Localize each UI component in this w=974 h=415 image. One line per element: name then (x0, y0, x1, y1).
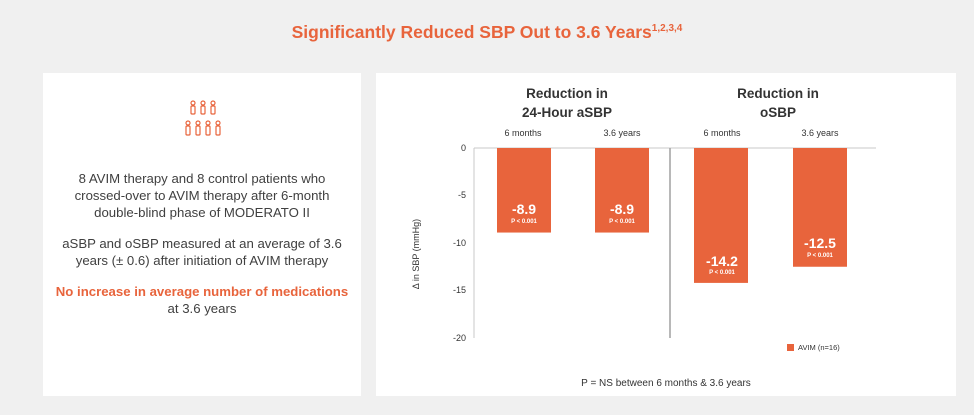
summary-paragraph-patients: 8 AVIM therapy and 8 control patients wh… (74, 171, 330, 220)
chart-panel: Reduction in 24-Hour aSBP Reduction in oSB… (376, 73, 956, 396)
group-header-asbp: Reduction in 24-Hour aSBP (482, 84, 652, 122)
y-axis-label: Δ in SBP (mmHg) (411, 218, 421, 290)
legend-swatch (787, 344, 794, 351)
medications-rest: at 3.6 years (167, 301, 237, 316)
bar-osbp-6mo (694, 148, 748, 283)
y-tick-label: -15 (452, 285, 466, 295)
bar-p-label-osbp-6mo: P < 0.001 (709, 270, 735, 276)
bar-value-label-osbp-6mo: -14.2 (706, 253, 738, 269)
y-tick-label: 0 (460, 143, 466, 153)
group-header-asbp-line2: 24-Hour aSBP (521, 105, 613, 120)
group-header-osbp-line1: Reduction in (737, 86, 819, 101)
people-group-icon (185, 100, 221, 136)
bar-value-label-asbp-6mo: -8.9 (511, 201, 537, 217)
summary-text: 8 AVIM therapy and 8 control patients wh… (53, 170, 351, 331)
chart-legend: AVIM (n=16) (787, 343, 840, 352)
summary-paragraph-measurement: aSBP and oSBP measured at an average of … (62, 236, 342, 268)
category-label-osbp-3-6yr: 3.6 years (801, 128, 839, 138)
title-superscript: 1,2,3,4 (651, 23, 683, 34)
legend-label: AVIM (n=16) (798, 343, 840, 352)
chart-title: Significantly Reduced SBP Out to 3.6 Yea… (291, 22, 683, 42)
category-label-asbp-3-6yr: 3.6 years (603, 128, 641, 138)
y-tick-label: -5 (457, 190, 466, 200)
medications-highlight: No increase in average number of medicat… (55, 284, 349, 299)
bar-value-label-asbp-3-6yr: -8.9 (609, 201, 635, 217)
bar-chart (473, 147, 876, 338)
group-header-osbp-line2: oSBP (759, 105, 796, 120)
bar-osbp-3-6yr (793, 148, 847, 267)
bar-value-label-osbp-3-6yr: -12.5 (804, 235, 836, 251)
category-label-osbp-6mo: 6 months (703, 128, 741, 138)
bar-p-label-osbp-3-6yr: P < 0.001 (807, 253, 833, 259)
study-summary-panel: 8 AVIM therapy and 8 control patients wh… (43, 73, 361, 396)
bar-p-label-asbp-3-6yr: P < 0.001 (609, 219, 635, 225)
bar-asbp-6mo (497, 148, 551, 233)
y-tick-label: -10 (452, 238, 466, 248)
summary-paragraph-medications: No increase in average number of medicat… (53, 283, 351, 317)
category-label-asbp-6mo: 6 months (504, 128, 542, 138)
bar-p-label-asbp-6mo: P < 0.001 (511, 219, 537, 225)
bar-asbp-3-6yr (595, 148, 649, 233)
y-tick-label: -20 (452, 333, 466, 343)
group-header-osbp: Reduction in oSBP (693, 84, 863, 122)
group-header-asbp-line1: Reduction in (526, 86, 608, 101)
chart-footnote: P = NS between 6 months & 3.6 years (581, 378, 751, 389)
